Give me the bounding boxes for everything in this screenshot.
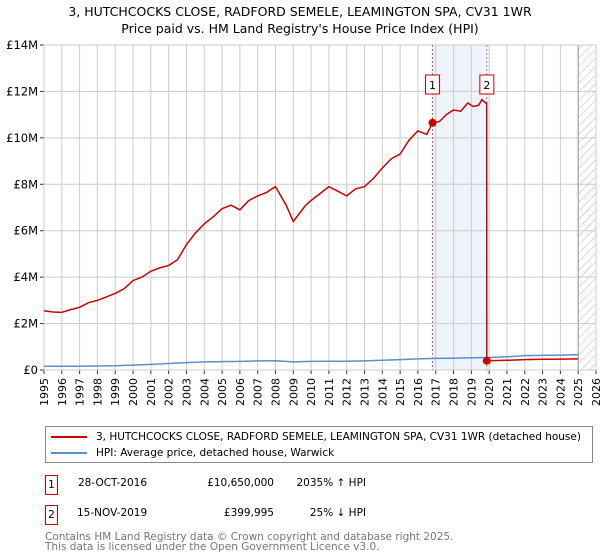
x-tick-label: 2011 xyxy=(323,378,336,406)
x-tick-label: 1999 xyxy=(109,378,122,406)
sale-point xyxy=(482,356,491,365)
transaction-hpi: 2035% ↑ HPI xyxy=(296,477,367,489)
x-tick-label: 2014 xyxy=(376,378,389,406)
legend-item-hpi: HPI: Average price, detached house, Warw… xyxy=(51,446,334,460)
transaction-price: £10,650,000 xyxy=(207,477,274,489)
x-tick-label: 2021 xyxy=(501,378,514,406)
x-tick-label: 2017 xyxy=(430,378,443,406)
x-tick-label: 2016 xyxy=(412,378,425,406)
x-tick-label: 2023 xyxy=(537,378,550,406)
x-tick-label: 2020 xyxy=(483,378,496,406)
transaction-badge: 2 xyxy=(45,505,58,525)
x-tick-label: 2026 xyxy=(590,378,600,406)
sale-label-box xyxy=(479,74,495,95)
transaction-badge: 1 xyxy=(45,475,58,495)
plot-frame xyxy=(43,44,597,371)
y-tick-label: £8M xyxy=(13,177,38,191)
footer-copyright: Contains HM Land Registry data © Crown c… xyxy=(45,531,454,543)
x-tick-label: 1997 xyxy=(74,378,87,406)
legend-item-property: 3, HUTCHCOCKS CLOSE, RADFORD SEMELE, LEA… xyxy=(51,430,581,444)
x-tick-label: 1998 xyxy=(91,378,104,406)
transaction-date: 15-NOV-2019 xyxy=(77,507,148,519)
x-tick-label: 2002 xyxy=(163,378,176,406)
x-tick-label: 2019 xyxy=(465,378,478,406)
legend-swatch-blue xyxy=(51,452,87,454)
x-tick-label: 2005 xyxy=(216,378,229,406)
x-tick-label: 2003 xyxy=(180,378,193,406)
y-tick-label: £14M xyxy=(6,38,38,52)
sale-label-box xyxy=(425,74,441,95)
x-tick-label: 2025 xyxy=(572,378,585,406)
legend-label: 3, HUTCHCOCKS CLOSE, RADFORD SEMELE, LEA… xyxy=(96,431,581,443)
x-tick-label: 2015 xyxy=(394,378,407,406)
transaction-hpi: 25% ↓ HPI xyxy=(309,507,366,519)
x-tick-label: 2009 xyxy=(287,378,300,406)
x-tick-label: 2006 xyxy=(234,378,247,406)
y-tick-label: £12M xyxy=(6,84,38,98)
x-tick-label: 2024 xyxy=(554,378,567,406)
x-tick-label: 2000 xyxy=(127,378,140,406)
y-tick-label: £6M xyxy=(13,224,38,238)
transaction-price: £399,995 xyxy=(223,507,274,519)
x-tick-label: 1996 xyxy=(56,378,69,406)
legend-label: HPI: Average price, detached house, Warw… xyxy=(96,447,335,459)
y-tick-label: £10M xyxy=(6,131,38,145)
x-tick-label: 2012 xyxy=(341,378,354,406)
forecast-hatch xyxy=(578,45,596,370)
x-tick-label: 2022 xyxy=(519,378,532,406)
x-tick-label: 2007 xyxy=(252,378,265,406)
property-price-line xyxy=(43,98,579,362)
plot-area: 1995 1996 1997 1998 1999 2000 2001 2002 2003 2004… xyxy=(6,38,600,406)
shaded-period xyxy=(432,45,487,370)
x-tick-label: 2010 xyxy=(305,378,318,406)
x-tick-label: 2018 xyxy=(448,378,461,406)
x-tick-label: 2013 xyxy=(359,378,372,406)
x-tick-label: 1995 xyxy=(38,378,51,406)
y-tick-label: £2M xyxy=(13,317,38,331)
x-tick-label: 2001 xyxy=(145,378,158,406)
sale-label: 1 xyxy=(429,79,436,92)
hpi-line xyxy=(43,353,579,368)
sale-label: 2 xyxy=(483,79,490,92)
transaction-date: 28-OCT-2016 xyxy=(78,477,147,489)
y-tick-label: £4M xyxy=(13,270,38,284)
legend: 3, HUTCHCOCKS CLOSE, RADFORD SEMELE, LEA… xyxy=(45,426,593,463)
footer-licence: This data is licensed under the Open Gov… xyxy=(45,541,380,553)
legend-swatch-red xyxy=(51,436,87,438)
chart-subtitle: Price paid vs. HM Land Registry's House … xyxy=(121,21,479,36)
chart-title: 3, HUTCHCOCKS CLOSE, RADFORD SEMELE, LEA… xyxy=(68,4,532,19)
sale-point xyxy=(428,118,437,127)
x-tick-label: 2004 xyxy=(198,378,211,406)
y-tick-label: £0 xyxy=(23,363,38,377)
x-tick-label: 2008 xyxy=(269,378,282,406)
